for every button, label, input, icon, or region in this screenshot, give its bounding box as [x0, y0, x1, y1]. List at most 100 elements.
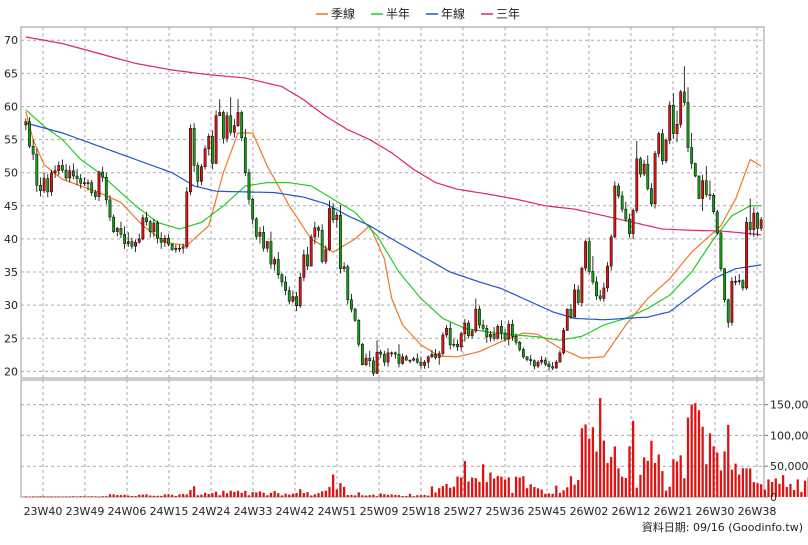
volume-bar — [661, 471, 663, 497]
candle-body — [145, 218, 147, 222]
volume-bar — [698, 410, 700, 497]
volume-bar — [270, 493, 272, 497]
candle-body — [731, 281, 733, 322]
candle — [383, 351, 385, 366]
candle — [475, 299, 477, 333]
volume-bar — [391, 494, 393, 497]
candle — [723, 268, 725, 302]
candle — [160, 232, 162, 249]
x-tick-label: 26W21 — [654, 505, 693, 518]
candle-body — [434, 354, 436, 357]
volume-bar — [636, 488, 638, 497]
candle-body — [541, 360, 543, 362]
volume-bar — [782, 475, 784, 497]
candle-body — [354, 309, 356, 320]
volume-bar — [149, 496, 151, 497]
volume-bar — [208, 494, 210, 497]
volume-bar — [526, 488, 528, 497]
x-tick-label: 24W24 — [192, 505, 231, 518]
volume-bar — [54, 497, 56, 498]
volume-bar — [303, 493, 305, 497]
candle-body — [577, 290, 579, 303]
volume-bar — [412, 496, 414, 497]
candle-body — [339, 215, 341, 269]
volume-bar — [186, 494, 188, 497]
data-source-label: 資料日期: 09/16 (Goodinfo.tw) — [642, 520, 803, 534]
ma-line-季線 — [26, 112, 761, 358]
candle — [687, 87, 689, 152]
candle — [471, 329, 473, 338]
candle — [566, 308, 568, 331]
legend-label: 年線 — [441, 6, 465, 21]
candle-body — [603, 288, 605, 299]
candle — [676, 110, 678, 142]
candle — [25, 118, 27, 130]
candle-body — [138, 239, 140, 242]
candle — [197, 162, 199, 187]
volume-bars — [25, 398, 808, 497]
candle — [409, 359, 411, 363]
volume-bar — [47, 496, 49, 497]
volume-bar — [632, 421, 634, 497]
candle-body — [625, 209, 627, 219]
volume-bar — [248, 495, 250, 497]
candle — [50, 170, 52, 196]
volume-bar — [537, 488, 539, 497]
candle-body — [391, 353, 393, 354]
candle — [486, 325, 488, 343]
candle — [365, 353, 367, 366]
volume-bar — [354, 495, 356, 497]
volume-bar — [493, 479, 495, 497]
candle — [72, 163, 74, 179]
volume-bar — [288, 495, 290, 497]
candle-body — [423, 362, 425, 365]
candle-body — [416, 359, 418, 362]
volume-bar — [793, 490, 795, 497]
volume-bar — [72, 496, 74, 497]
volume-bar — [745, 468, 747, 497]
candle-body — [742, 281, 744, 288]
volume-bar — [314, 494, 316, 497]
candle — [526, 356, 528, 361]
candle — [500, 320, 502, 339]
candle — [120, 222, 122, 239]
legend-label: 半年 — [386, 7, 410, 21]
candle-body — [745, 222, 747, 288]
candle — [625, 202, 627, 222]
candle — [658, 132, 660, 158]
volume-bar — [617, 468, 619, 497]
volume-bar — [595, 452, 597, 497]
x-tick-label: 24W42 — [276, 505, 315, 518]
volume-bar — [548, 493, 550, 497]
candle — [284, 276, 286, 295]
x-tick-label: 24W33 — [234, 505, 273, 518]
candle — [548, 361, 550, 371]
candle-body — [398, 354, 400, 363]
candle — [248, 169, 250, 205]
volume-bar — [544, 494, 546, 497]
volume-bar — [394, 495, 396, 497]
candle — [306, 247, 308, 270]
y-tick-label: 55 — [4, 134, 18, 147]
candle — [643, 160, 645, 176]
volume-bar — [292, 494, 294, 497]
candle-body — [347, 267, 349, 300]
candle — [200, 164, 202, 185]
x-tick-label: 25W27 — [444, 505, 483, 518]
volume-bar — [500, 477, 502, 497]
candle — [215, 110, 217, 164]
candle — [222, 110, 224, 143]
volume-tick-label: 0 — [770, 491, 777, 504]
candle-body — [376, 352, 378, 373]
candle-body — [222, 112, 224, 138]
volume-bar — [50, 496, 52, 497]
candle-body — [738, 281, 740, 282]
volume-bar — [482, 464, 484, 497]
candle — [134, 240, 136, 253]
candle-body — [164, 238, 166, 242]
volume-bar — [716, 452, 718, 497]
x-tick-label: 23W49 — [66, 505, 105, 518]
candle-body — [87, 183, 89, 184]
candle-body — [669, 105, 671, 140]
